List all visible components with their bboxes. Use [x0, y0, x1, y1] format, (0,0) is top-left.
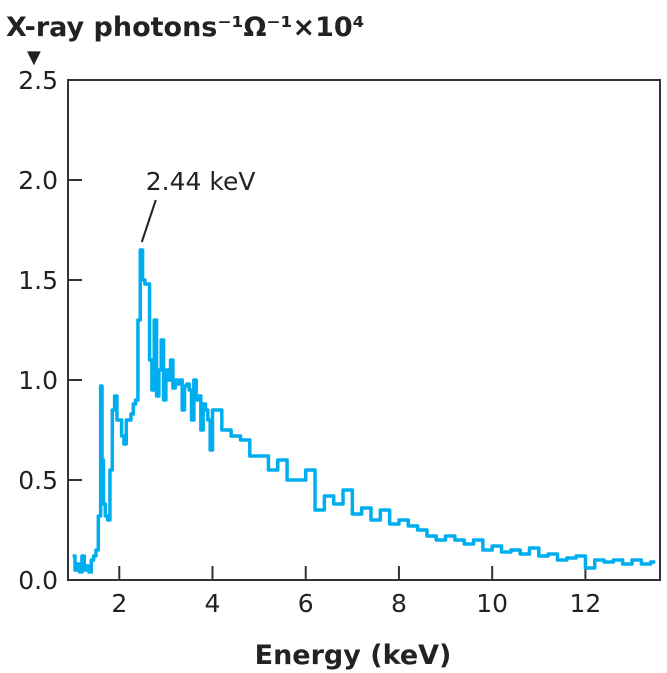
x-tick-label: 12	[570, 589, 602, 618]
y-tick-label: 2.5	[18, 66, 58, 95]
y-axis-label: X-ray photons⁻¹Ω⁻¹×10⁴	[6, 12, 365, 43]
y-tick-label: 1.0	[18, 366, 58, 395]
x-tick-label: 6	[298, 589, 314, 618]
x-tick-label: 8	[391, 589, 407, 618]
annotation-leader-line	[140, 199, 157, 243]
x-tick-label: 4	[205, 589, 221, 618]
x-axis-label: Energy (keV)	[255, 640, 452, 671]
y-tick-label: 0.5	[18, 466, 58, 495]
x-tick-label: 2	[111, 589, 127, 618]
y-tick-label: 0.0	[18, 566, 58, 595]
y-axis-marker: ▼	[27, 47, 41, 68]
plot-frame	[67, 79, 661, 581]
x-tick-label: 10	[476, 589, 508, 618]
spectrum-line	[72, 248, 656, 574]
y-tick-label: 1.5	[18, 266, 58, 295]
y-tick-label: 2.0	[18, 166, 58, 195]
annotation-label: 2.44 keV	[146, 167, 256, 196]
